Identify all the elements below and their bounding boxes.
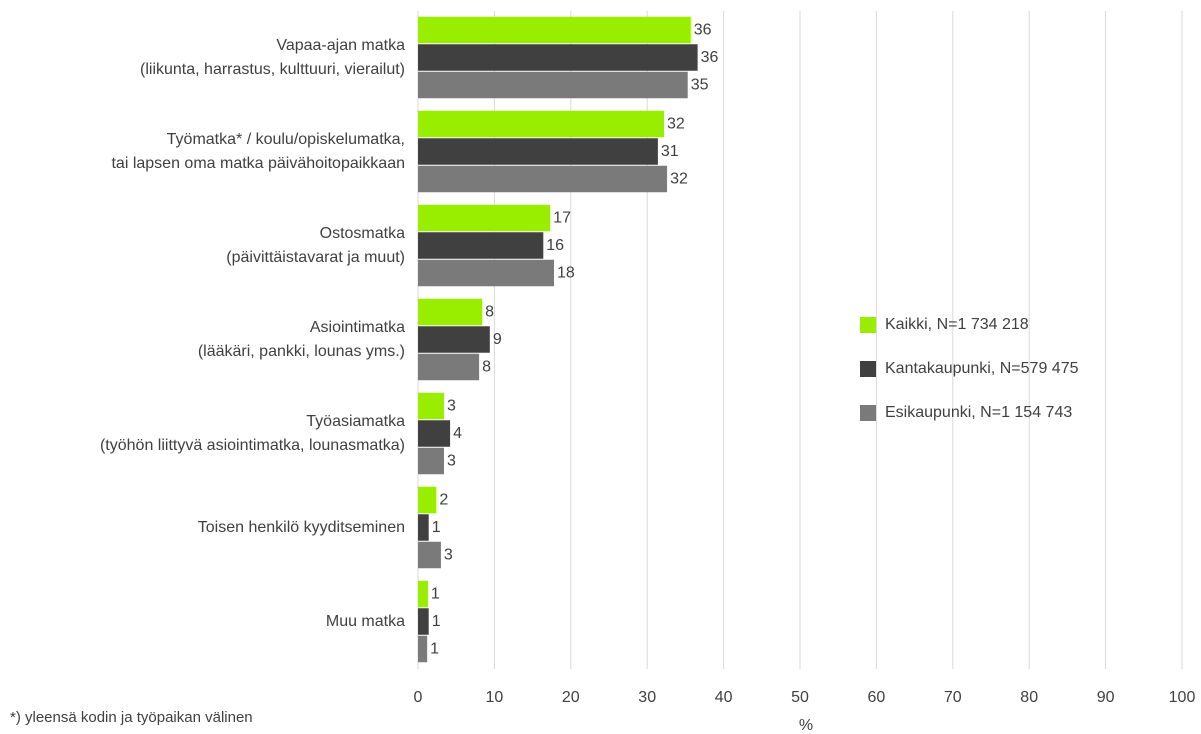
data-label: 8 xyxy=(485,304,494,321)
data-label: 1 xyxy=(432,613,441,630)
bar xyxy=(418,326,490,353)
category-label: Toisen henkilö kyyditseminen xyxy=(198,519,405,536)
bar xyxy=(418,16,691,44)
data-label: 3 xyxy=(444,547,453,564)
legend-swatch xyxy=(860,317,876,333)
bar xyxy=(418,204,551,232)
x-tick-label: 60 xyxy=(868,689,886,706)
data-label: 1 xyxy=(430,641,439,658)
legend-label: Esikaupunki, N=1 154 743 xyxy=(885,404,1072,421)
data-label: 16 xyxy=(546,237,564,254)
bar xyxy=(418,165,668,193)
bar xyxy=(418,259,554,287)
data-label: 18 xyxy=(557,265,575,282)
bar xyxy=(418,110,665,138)
data-label: 8 xyxy=(482,359,491,376)
x-tick-label: 50 xyxy=(791,689,809,706)
bar xyxy=(418,353,480,381)
category-label: Muu matka xyxy=(326,613,405,630)
x-tick-label: 30 xyxy=(638,689,656,706)
bar xyxy=(418,71,688,99)
data-label: 31 xyxy=(661,143,679,160)
category-label: Työmatka* / koulu/opiskelumatka, tai laps… xyxy=(111,131,405,172)
legend-swatch xyxy=(860,361,876,377)
x-tick-label: 10 xyxy=(486,689,504,706)
bar xyxy=(418,486,437,514)
category-label: Työasiamatka (työhön liittyvä asiointimat… xyxy=(100,413,405,454)
x-tick-label: 20 xyxy=(562,689,580,706)
footnote: *) yleensä kodin ja työpaikan välinen xyxy=(10,709,253,726)
bar xyxy=(418,138,658,165)
data-label: 2 xyxy=(439,492,448,509)
x-tick-label: 100 xyxy=(1169,689,1196,706)
bar xyxy=(418,420,451,447)
data-label: 35 xyxy=(691,77,709,94)
data-label: 3 xyxy=(447,398,456,415)
bar xyxy=(418,232,544,259)
data-label: 32 xyxy=(670,171,688,188)
category-label: Ostosmatka (päivittäistavarat ja muut) xyxy=(226,225,405,266)
bar xyxy=(418,298,483,326)
x-tick-label: 80 xyxy=(1020,689,1038,706)
bar xyxy=(418,514,429,541)
legend-label: Kaikki, N=1 734 218 xyxy=(885,316,1029,333)
data-label: 36 xyxy=(701,49,719,66)
bar xyxy=(418,392,444,420)
category-label: Asiointimatka (lääkäri, pankki, lounas ym… xyxy=(198,319,405,360)
data-label: 9 xyxy=(493,331,502,348)
legend-label: Kantakaupunki, N=579 475 xyxy=(885,360,1079,377)
x-tick-label: 90 xyxy=(1097,689,1115,706)
data-label: 3 xyxy=(447,453,456,470)
bar xyxy=(418,635,428,663)
bar xyxy=(418,541,441,569)
category-label: Vapaa-ajan matka (liikunta, harrastus, ku… xyxy=(140,37,405,78)
legend-swatch xyxy=(860,405,876,421)
x-axis-label: % xyxy=(799,717,813,734)
bar xyxy=(418,580,428,608)
data-label: 4 xyxy=(453,425,462,442)
x-tick-label: 70 xyxy=(944,689,962,706)
data-label: 17 xyxy=(553,210,571,227)
data-label: 36 xyxy=(694,22,712,39)
data-label: 1 xyxy=(432,519,441,536)
data-label: 32 xyxy=(667,116,685,133)
x-tick-label: 40 xyxy=(715,689,733,706)
bar xyxy=(418,44,698,71)
bar xyxy=(418,608,429,635)
bar xyxy=(418,447,444,475)
x-tick-label: 0 xyxy=(414,689,423,706)
data-label: 1 xyxy=(431,586,440,603)
